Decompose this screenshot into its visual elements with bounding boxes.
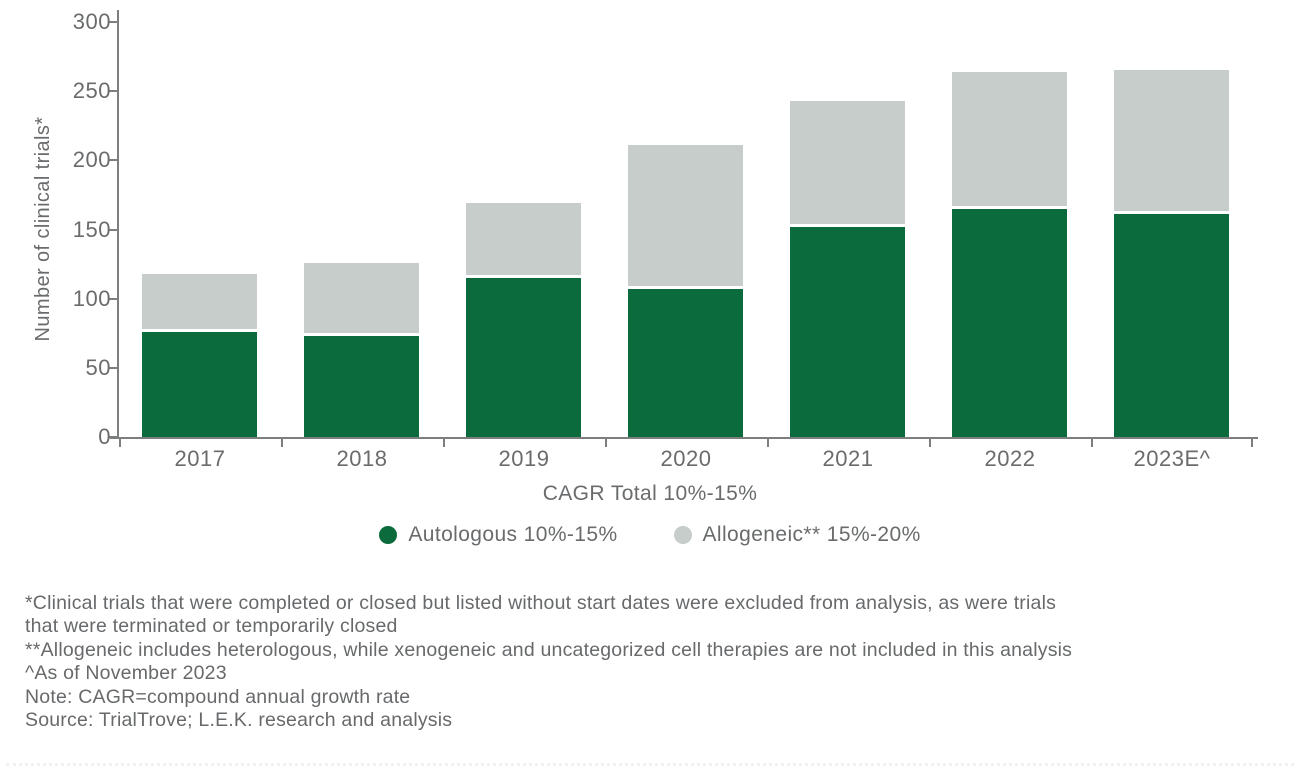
x-tick	[605, 439, 607, 447]
y-tick	[109, 21, 117, 23]
x-tick	[281, 439, 283, 447]
bar-segment-autologous-2022	[952, 209, 1067, 437]
bar-2021	[767, 22, 929, 437]
x-tick	[929, 439, 931, 447]
bar-2020	[605, 22, 767, 437]
bar-2017	[119, 22, 281, 437]
bar-segment-allogeneic-2020	[628, 145, 743, 286]
x-tick-label-2022: 2022	[984, 446, 1036, 471]
bar-2022	[929, 22, 1091, 437]
y-tick-label: 100	[72, 285, 111, 311]
bar-segment-autologous-2018	[304, 336, 419, 437]
legend-item-allogeneic: Allogeneic** 15%-20%	[673, 523, 921, 547]
x-tick-label-2019: 2019	[498, 446, 550, 471]
footnote-line: Note: CAGR=compound annual growth rate	[25, 685, 411, 708]
bottom-dotted-border	[6, 763, 1294, 766]
x-tick-label-2020: 2020	[660, 446, 712, 471]
bar-segment-allogeneic-2019	[466, 203, 581, 275]
bar-segment-autologous-2019	[466, 278, 581, 437]
bar-2018	[281, 22, 443, 437]
y-tick	[109, 90, 117, 93]
y-tick-label: 0	[98, 424, 111, 449]
y-tick	[109, 366, 117, 369]
footnote-line: **Allogeneic includes heterologous, whil…	[25, 638, 1073, 661]
x-tick	[1251, 439, 1253, 447]
footnote-line: that were terminated or temporarily clos…	[25, 615, 398, 638]
x-tick-label-2021: 2021	[822, 446, 874, 471]
bar-segment-allogeneic-2022	[952, 72, 1067, 206]
y-tick	[109, 159, 117, 162]
y-tick-label: 300	[72, 9, 111, 34]
footnote-line: ^As of November 2023	[25, 662, 227, 685]
autologous-legend-dot-icon	[379, 526, 398, 544]
cagr-total-label: CAGR Total 10%-15%	[542, 482, 758, 505]
legend-label-allogeneic: Allogeneic** 15%-20%	[702, 523, 921, 546]
footnote-line: *Clinical trials that were completed or …	[25, 592, 1057, 614]
y-tick	[109, 228, 117, 231]
x-tick-label-2023E^: 2023E^	[1133, 446, 1211, 471]
y-tick-label: 250	[72, 78, 111, 104]
y-tick	[109, 297, 117, 300]
bar-segment-autologous-2017	[142, 332, 257, 437]
x-tick	[767, 439, 769, 447]
legend: Autologous 10%-15% Allogeneic** 15%-20%	[0, 523, 1300, 547]
x-tick-label-2017: 2017	[174, 446, 226, 471]
allogeneic-legend-dot-icon	[673, 526, 692, 544]
x-tick	[443, 439, 445, 447]
legend-item-autologous: Autologous 10%-15%	[379, 523, 617, 547]
plot-area: 0 50 100 150 200 250 300 2017 2018 2019 2020 2021 2…	[73, 10, 1258, 471]
bar-2019	[443, 22, 605, 437]
legend-label-autologous: Autologous 10%-15%	[408, 523, 618, 546]
x-tick	[119, 439, 121, 447]
bar-segment-allogeneic-2017	[142, 274, 257, 329]
bar-2023E^	[1091, 22, 1253, 437]
bar-segment-autologous-2023E^	[1114, 214, 1229, 437]
y-axis-line	[117, 10, 119, 439]
x-axis-line	[110, 437, 1258, 439]
y-tick	[109, 436, 117, 438]
bar-segment-allogeneic-2021	[790, 101, 905, 224]
y-tick-label: 150	[72, 216, 111, 242]
x-tick-label-2018: 2018	[336, 446, 388, 471]
bar-segment-autologous-2020	[628, 289, 743, 437]
y-tick-label: 50	[85, 354, 111, 380]
bar-segment-autologous-2021	[790, 227, 905, 437]
x-tick	[1091, 439, 1093, 447]
bar-segment-allogeneic-2018	[304, 263, 419, 333]
footnotes: *Clinical trials that were completed or …	[25, 592, 1275, 732]
y-tick-label: 200	[72, 147, 111, 173]
footnote-line: Source: TrialTrove; L.E.K. research and …	[25, 709, 453, 732]
bar-segment-allogeneic-2023E^	[1114, 70, 1229, 211]
